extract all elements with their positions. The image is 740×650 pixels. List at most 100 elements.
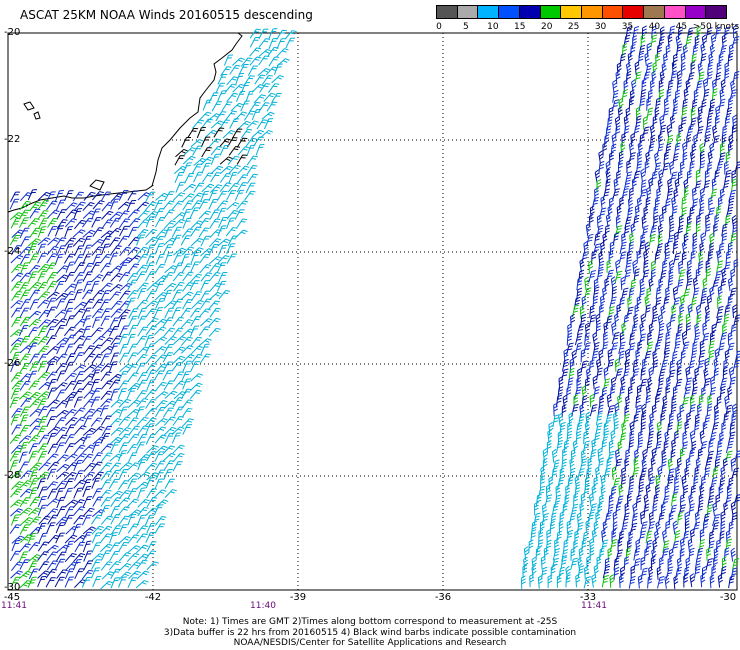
wind-barb — [145, 290, 157, 301]
wind-barb — [687, 214, 692, 229]
wind-barb — [587, 457, 593, 472]
wind-barb — [38, 462, 51, 471]
wind-barb — [562, 502, 568, 516]
wind-barb — [264, 118, 274, 130]
wind-barb — [655, 474, 661, 489]
wind-barb — [620, 276, 626, 291]
wind-barb — [700, 475, 707, 489]
wind-barb — [731, 36, 740, 49]
wind-barb — [691, 198, 699, 212]
wind-barb — [128, 255, 141, 264]
wind-barb — [127, 452, 138, 464]
wind-barb — [190, 336, 203, 347]
wind-barb — [173, 262, 184, 274]
wind-barb — [190, 361, 200, 372]
wind-barb — [661, 495, 670, 508]
wind-barb — [137, 471, 151, 480]
wind-barb — [638, 44, 646, 58]
wind-barb — [108, 478, 120, 490]
wind-barb — [117, 315, 127, 327]
wind-barb — [651, 70, 657, 85]
wind-barb — [578, 547, 584, 561]
wind-barb — [110, 300, 123, 311]
wind-barb — [671, 196, 677, 210]
wind-barb — [144, 389, 157, 400]
wind-barb — [630, 565, 636, 579]
wind-barb — [667, 79, 674, 93]
wind-barb — [589, 547, 595, 561]
wind-barb — [654, 152, 660, 166]
wind-barb — [578, 269, 585, 283]
wind-barb — [47, 514, 58, 525]
wind-barb — [680, 61, 686, 76]
wind-barb — [699, 339, 705, 354]
wind-barb — [36, 281, 49, 292]
wind-barb — [731, 412, 737, 426]
wind-barb — [694, 466, 700, 480]
note-line-3: NOAA/NESDIS/Center for Satellite Applica… — [233, 638, 507, 648]
wind-barb — [725, 440, 734, 454]
wind-barb — [728, 520, 734, 535]
wind-barb — [595, 510, 601, 525]
wind-barb — [655, 520, 661, 535]
wind-barb — [699, 429, 705, 444]
wind-barb — [608, 249, 614, 264]
wind-barb — [570, 448, 576, 463]
lon-label-30: -30 — [719, 592, 737, 603]
wind-barb — [135, 246, 149, 256]
legend-swatch — [643, 5, 665, 19]
wind-barb — [81, 453, 94, 464]
wind-barb — [145, 271, 156, 282]
wind-barb — [566, 520, 572, 534]
wind-barb — [655, 243, 663, 256]
wind-speed-legend: 0 5 10 15 20 25 30 35 40 45 >50 knots — [436, 5, 739, 35]
wind-barb — [27, 218, 40, 228]
wind-barb — [73, 416, 86, 426]
wind-barb — [37, 471, 50, 481]
wind-barb — [145, 216, 155, 228]
wind-barb — [685, 277, 693, 291]
wind-barb — [533, 512, 541, 526]
wind-barb — [636, 249, 642, 264]
wind-barb — [55, 274, 69, 283]
wind-barb — [162, 317, 174, 328]
wind-barb — [698, 71, 705, 85]
wind-barb — [191, 300, 204, 309]
wind-barb — [531, 564, 537, 579]
wind-barb — [650, 134, 656, 148]
wind-barb — [530, 529, 537, 543]
wind-barb — [189, 280, 200, 291]
wind-barb — [594, 169, 601, 184]
wind-barb — [234, 111, 248, 121]
wind-barb — [552, 459, 560, 473]
wind-barb — [117, 506, 130, 516]
wind-barb — [558, 412, 564, 427]
wind-barb — [621, 421, 627, 436]
wind-barb — [691, 386, 698, 400]
wind-barb — [171, 327, 184, 338]
wind-barb — [64, 499, 78, 508]
wind-barb — [654, 530, 660, 544]
wind-barb — [631, 79, 637, 94]
wind-barb — [10, 254, 24, 264]
wind-barb — [714, 26, 722, 40]
wind-barb — [55, 389, 66, 400]
legend-swatch — [456, 5, 479, 19]
wind-barb — [697, 114, 703, 129]
wind-barb — [703, 377, 711, 391]
wind-barb — [706, 547, 712, 561]
wind-barb — [117, 541, 129, 553]
wind-barb — [725, 404, 733, 418]
wind-barb — [127, 190, 138, 201]
wind-barb — [73, 352, 84, 363]
wind-barb — [678, 26, 683, 40]
wind-barb — [226, 243, 236, 255]
wind-barb — [55, 298, 66, 310]
wind-barb — [37, 252, 47, 264]
wind-barb — [627, 51, 633, 66]
wind-barb — [175, 148, 189, 158]
wind-barb — [719, 88, 725, 103]
wind-barb — [615, 448, 621, 463]
wind-barb — [725, 529, 731, 544]
wind-barb — [697, 360, 705, 373]
